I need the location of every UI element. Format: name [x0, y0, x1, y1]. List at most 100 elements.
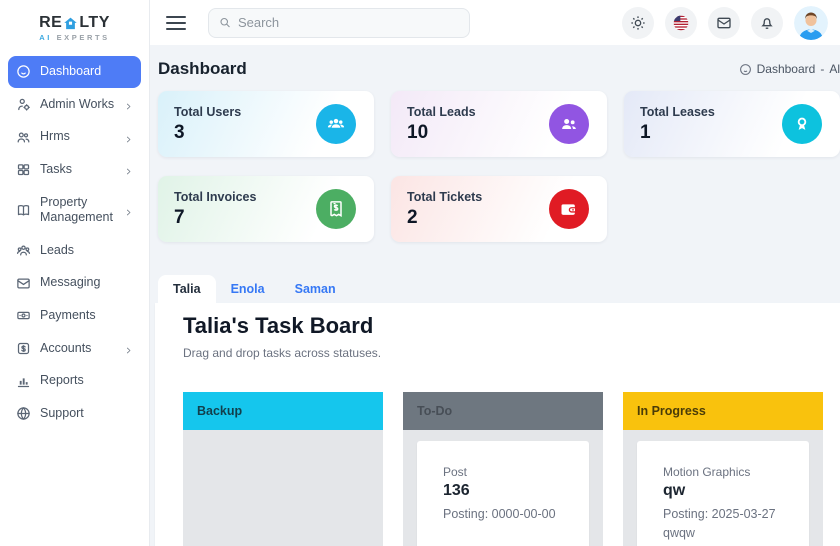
notifications-button[interactable] — [751, 6, 783, 39]
tab-enola[interactable]: Enola — [216, 275, 280, 303]
user-avatar[interactable] — [794, 5, 828, 40]
globe-icon — [16, 406, 31, 421]
mail-icon — [16, 276, 31, 291]
wallet-icon — [549, 189, 589, 229]
breadcrumb-separator: - — [820, 62, 825, 76]
menu-toggle-icon[interactable] — [166, 15, 186, 30]
leads-icon — [16, 243, 31, 258]
sidebar-item-support[interactable]: Support — [8, 398, 141, 430]
sidebar-item-leads[interactable]: Leads — [8, 235, 141, 267]
stat-texts: Total Tickets 2 — [407, 190, 482, 229]
task-title: qw — [663, 482, 686, 499]
brand-word-left: RE — [39, 14, 63, 31]
stat-card-total-invoices: Total Invoices 7 — [158, 176, 374, 242]
book-icon — [16, 203, 31, 218]
stat-texts: Total Leads 10 — [407, 105, 476, 144]
column-title: Backup — [197, 404, 243, 418]
stat-card-total-tickets: Total Tickets 2 — [391, 176, 607, 242]
mail-icon — [717, 17, 731, 28]
column-body[interactable]: Motion Graphics qw Posting: 2025-03-27 qwqw — [623, 430, 823, 546]
sidebar-item-label: Leads — [40, 242, 75, 257]
home-icon — [739, 63, 751, 75]
brand-subtitle: AI EXPERTS — [39, 33, 110, 42]
stat-label: Total Tickets — [407, 189, 483, 204]
sidebar-item-label: Dashboard — [40, 64, 102, 78]
stat-value: 7 — [174, 206, 185, 228]
language-button[interactable] — [665, 6, 697, 39]
sidebar-item-label: Accounts — [40, 340, 92, 355]
column-body[interactable]: Post 136 Posting: 0000-00-00 — [403, 430, 603, 546]
sidebar-item-tasks[interactable]: Tasks — [8, 154, 141, 186]
search-box[interactable] — [208, 7, 470, 38]
sidebar-item-label: Payments — [40, 308, 96, 322]
task-card[interactable]: Post 136 Posting: 0000-00-00 — [417, 441, 589, 546]
sidebar-item-property-management[interactable]: Property Management — [8, 187, 141, 234]
breadcrumb-current: Al — [829, 62, 840, 76]
bar-chart-icon — [16, 374, 31, 389]
task-posting-date: Posting: 2025-03-27 — [663, 507, 776, 521]
house-icon — [63, 16, 78, 31]
sidebar-item-label: Reports — [40, 373, 84, 388]
search-input[interactable] — [237, 15, 459, 30]
sun-icon — [631, 15, 645, 30]
sidebar-menu: Dashboard Admin Works Hrms Tasks Property Ma… — [0, 48, 149, 430]
users-group-icon — [316, 104, 356, 144]
users-two-icon — [549, 104, 589, 144]
stat-texts: Total Invoices 7 — [174, 190, 256, 229]
chevron-right-icon — [124, 165, 133, 175]
sidebar-item-reports[interactable]: Reports — [8, 365, 141, 397]
stat-value: 1 — [640, 121, 651, 143]
sidebar-item-label: Admin Works — [40, 96, 115, 111]
task-card[interactable]: Motion Graphics qw Posting: 2025-03-27 qwqw — [637, 441, 809, 546]
task-title: 136 — [443, 482, 470, 499]
tab-talia[interactable]: Talia — [158, 275, 216, 303]
bell-icon — [761, 17, 773, 29]
invoice-icon — [316, 189, 356, 229]
chevron-right-icon — [124, 206, 133, 215]
banknote-icon — [16, 308, 31, 323]
task-extra-text: qwqw — [663, 526, 695, 540]
sidebar-item-label: Tasks — [40, 161, 72, 176]
theme-toggle-button[interactable] — [622, 6, 654, 39]
search-icon — [220, 17, 230, 28]
stat-value: 2 — [407, 206, 418, 228]
sidebar: RE LTY AI EXPERTS Dashboard Admin Works Hr… — [0, 0, 150, 546]
topbar-actions — [622, 5, 828, 40]
topbar — [150, 0, 840, 45]
breadcrumb-root[interactable]: Dashboard — [756, 62, 816, 76]
kanban-board: Backup To-Do Post 136 Posting: 0000-00-00 In … — [183, 392, 840, 546]
sidebar-item-dashboard[interactable]: Dashboard — [8, 56, 141, 88]
column-header: To-Do — [403, 392, 603, 430]
sidebar-item-messaging[interactable]: Messaging — [8, 267, 141, 299]
sidebar-item-accounts[interactable]: Accounts — [8, 333, 141, 365]
main-content: Dashboard Dashboard - Al Total Users 3 Tot… — [150, 45, 840, 546]
column-header: In Progress — [623, 392, 823, 430]
grid-icon — [16, 162, 31, 177]
column-body[interactable] — [183, 430, 383, 546]
board-subtitle: Drag and drop tasks across statuses. — [183, 346, 382, 360]
stats-grid: Total Users 3 Total Leads 10 Total Leases 1 To… — [150, 91, 840, 242]
chevron-right-icon — [124, 133, 133, 142]
breadcrumb: Dashboard - Al — [739, 62, 840, 76]
stat-card-total-leads: Total Leads 10 — [391, 91, 607, 157]
users-icon — [16, 130, 31, 145]
sidebar-item-admin-works[interactable]: Admin Works — [8, 89, 141, 121]
messages-button[interactable] — [708, 6, 740, 39]
chevron-right-icon — [124, 100, 133, 110]
task-category: Motion Graphics — [663, 465, 751, 479]
sidebar-item-hrms[interactable]: Hrms — [8, 121, 141, 153]
chevron-right-icon — [124, 344, 133, 354]
kanban-column-in-progress: In Progress Motion Graphics qw Posting: 202… — [623, 392, 823, 546]
award-icon — [782, 104, 822, 144]
stat-label: Total Leases — [640, 104, 715, 119]
column-title: To-Do — [417, 404, 453, 418]
gauge-icon — [16, 64, 31, 79]
brand-logo: RE LTY AI EXPERTS — [0, 0, 149, 48]
tab-saman[interactable]: Saman — [280, 275, 351, 303]
stat-label: Total Leads — [407, 104, 476, 119]
stat-label: Total Invoices — [174, 189, 257, 204]
sidebar-item-payments[interactable]: Payments — [8, 300, 141, 332]
kanban-column-backup: Backup — [183, 392, 383, 546]
stat-card-total-users: Total Users 3 — [158, 91, 374, 157]
kanban-column-to-do: To-Do Post 136 Posting: 0000-00-00 — [403, 392, 603, 546]
